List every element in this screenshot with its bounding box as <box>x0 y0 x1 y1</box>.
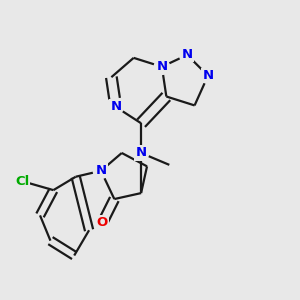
Text: N: N <box>202 69 214 82</box>
Text: Cl: Cl <box>15 175 29 188</box>
Text: N: N <box>156 60 167 73</box>
Text: N: N <box>136 146 147 160</box>
Text: O: O <box>97 216 108 229</box>
Text: N: N <box>95 164 106 177</box>
Text: N: N <box>182 48 193 62</box>
Text: N: N <box>110 100 122 113</box>
